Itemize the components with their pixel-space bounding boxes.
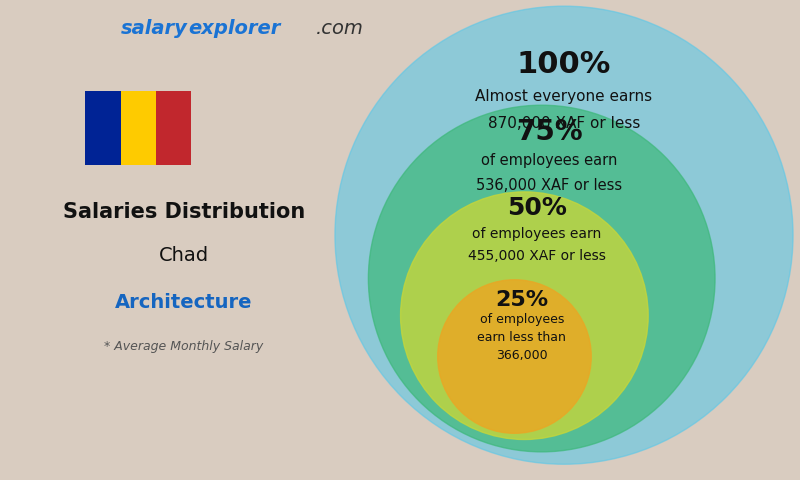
- FancyBboxPatch shape: [121, 91, 156, 165]
- Circle shape: [368, 105, 715, 452]
- Text: salary: salary: [121, 19, 188, 38]
- Text: earn less than: earn less than: [478, 332, 566, 345]
- Circle shape: [438, 280, 591, 433]
- FancyBboxPatch shape: [156, 91, 191, 165]
- Text: of employees earn: of employees earn: [472, 227, 602, 241]
- Text: 366,000: 366,000: [496, 349, 548, 362]
- Text: explorer: explorer: [188, 19, 280, 38]
- Text: 870,000 XAF or less: 870,000 XAF or less: [488, 116, 640, 131]
- Text: Almost everyone earns: Almost everyone earns: [475, 89, 653, 104]
- FancyBboxPatch shape: [86, 91, 121, 165]
- Text: 100%: 100%: [517, 50, 611, 79]
- Text: Chad: Chad: [159, 246, 209, 265]
- Circle shape: [335, 6, 793, 464]
- Text: 25%: 25%: [495, 289, 549, 310]
- Text: of employees: of employees: [480, 313, 564, 326]
- Text: * Average Monthly Salary: * Average Monthly Salary: [104, 339, 264, 353]
- Text: 536,000 XAF or less: 536,000 XAF or less: [476, 178, 622, 193]
- Circle shape: [401, 192, 648, 440]
- Text: 75%: 75%: [516, 119, 582, 146]
- Text: of employees earn: of employees earn: [481, 154, 618, 168]
- Text: .com: .com: [316, 19, 364, 38]
- Text: 50%: 50%: [507, 196, 566, 220]
- Text: Salaries Distribution: Salaries Distribution: [63, 202, 305, 222]
- Text: Architecture: Architecture: [115, 293, 253, 312]
- Text: 455,000 XAF or less: 455,000 XAF or less: [468, 249, 606, 263]
